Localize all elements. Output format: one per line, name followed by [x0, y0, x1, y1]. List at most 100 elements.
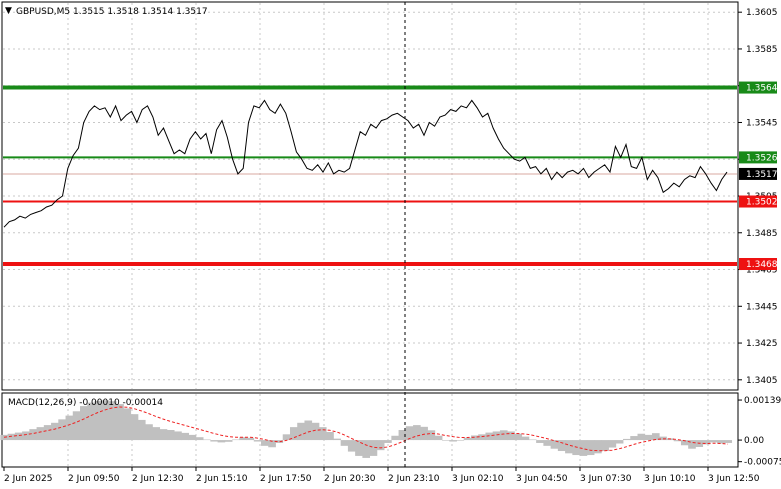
- macd-bar: [152, 427, 161, 441]
- macd-bar: [116, 404, 124, 441]
- macd-bar: [499, 430, 508, 441]
- price-series: [3, 99, 728, 228]
- time-tick-label: 2 Jun 12:30: [132, 474, 184, 484]
- macd-bar: [130, 414, 139, 441]
- macd-bar: [232, 439, 240, 441]
- macd-bar: [318, 427, 327, 441]
- price-tick-label: 1.3445: [746, 302, 778, 312]
- time-tick-label: 3 Jun 07:30: [580, 474, 632, 484]
- price-tick-label: 1.3425: [746, 339, 778, 349]
- macd-bar: [543, 440, 552, 446]
- macd-bar: [340, 440, 349, 446]
- macd-bar: [181, 432, 190, 441]
- macd-bar: [470, 435, 479, 441]
- macd-bar: [58, 419, 66, 441]
- symbol-header: GBPUSD,M5 1.3515 1.3518 1.3514 1.3517: [16, 7, 208, 17]
- time-tick-label: 2 Jun 15:10: [196, 474, 248, 484]
- macd-tick-label: 0.00: [744, 436, 764, 446]
- macd-signal-line: [3, 406, 729, 452]
- macd-bar: [485, 432, 494, 441]
- macd-bar: [449, 440, 457, 442]
- macd-bar: [253, 440, 262, 442]
- macd-bar: [87, 402, 95, 441]
- macd-bar: [420, 426, 428, 441]
- macd-bar: [594, 440, 602, 454]
- price-tick-label: 1.3465: [746, 266, 778, 276]
- macd-bar: [7, 433, 16, 441]
- macd-bar: [565, 440, 573, 454]
- macd-bar: [123, 408, 132, 441]
- macd-bar: [145, 424, 153, 441]
- level-price-label: 1.3502: [746, 198, 778, 208]
- macd-bar: [391, 435, 399, 441]
- time-tick-label: 3 Jun 02:10: [452, 474, 504, 484]
- macd-bar: [550, 440, 559, 449]
- macd-bar: [615, 440, 624, 444]
- macd-tick-label: -0.00075: [744, 458, 781, 468]
- macd-bar: [651, 433, 660, 441]
- macd-bar: [289, 427, 298, 441]
- macd-bar: [304, 420, 313, 441]
- macd-bar: [347, 440, 356, 452]
- macd-bar: [333, 438, 342, 441]
- axes: 1.36051.35851.35651.35451.35251.35051.34…: [3, 8, 781, 484]
- macd-bar: [724, 440, 733, 443]
- macd-bar: [275, 440, 284, 443]
- time-tick-label: 3 Jun 04:50: [516, 474, 568, 484]
- macd-bar: [572, 440, 580, 456]
- macd-bar: [65, 415, 74, 441]
- macd-bar: [29, 429, 37, 441]
- macd-bar: [405, 426, 414, 441]
- macd-bar: [108, 401, 117, 441]
- macd-bar: [101, 400, 110, 441]
- macd-bar: [22, 431, 30, 441]
- macd-bar: [94, 400, 103, 441]
- macd-bar: [297, 422, 305, 441]
- macd-bar: [507, 431, 515, 441]
- macd-histogram: [0, 400, 733, 458]
- time-tick-label: 2 Jun 20:30: [324, 474, 376, 484]
- macd-bar: [384, 440, 392, 443]
- macd-bar: [427, 430, 436, 441]
- macd-bar: [680, 440, 689, 446]
- macd-bar: [282, 434, 291, 441]
- macd-bar: [492, 431, 501, 441]
- macd-bar: [14, 432, 23, 441]
- macd-tick-label: 0.00139: [744, 396, 781, 406]
- macd-bar: [514, 433, 523, 441]
- macd-bar: [80, 406, 88, 441]
- macd-bar: [521, 436, 530, 441]
- macd-bar: [659, 436, 667, 441]
- macd-bar: [434, 435, 443, 441]
- macd-bar: [261, 440, 269, 446]
- macd-header: MACD(12,26,9) -0.00010 -0.00014: [8, 398, 163, 408]
- time-tick-label: 2 Jun 09:50: [68, 474, 120, 484]
- time-tick-label: 3 Jun 12:50: [708, 474, 760, 484]
- time-tick-label: 2 Jun 2025: [4, 474, 52, 484]
- macd-bar: [72, 411, 81, 441]
- macd-signal-polyline: [3, 406, 729, 452]
- current-price-tag-bg: [739, 167, 777, 180]
- macd-bar: [311, 422, 320, 441]
- level-price-label-bg: [739, 151, 777, 164]
- macd-bar: [326, 432, 334, 441]
- macd-bar: [203, 439, 211, 441]
- level-price-label: 1.3564: [746, 84, 778, 94]
- macd-bar: [355, 440, 363, 456]
- macd-bar: [579, 440, 588, 456]
- macd-bar: [210, 440, 218, 442]
- level-price-label-bg: [739, 258, 777, 271]
- macd-bar: [630, 436, 638, 441]
- macd-bar: [623, 438, 631, 441]
- macd-bar: [376, 440, 385, 451]
- symbol-dropdown-icon[interactable]: ▼: [5, 6, 12, 16]
- time-tick-label: 3 Jun 10:10: [644, 474, 696, 484]
- macd-bar: [224, 440, 233, 442]
- price-levels: [3, 85, 737, 267]
- macd-bar: [442, 440, 450, 441]
- level-price-label-bg: [739, 195, 777, 208]
- price-tick-label: 1.3545: [746, 118, 778, 128]
- macd-bar: [528, 439, 537, 441]
- macd-bar: [217, 440, 226, 443]
- macd-bar: [195, 437, 204, 441]
